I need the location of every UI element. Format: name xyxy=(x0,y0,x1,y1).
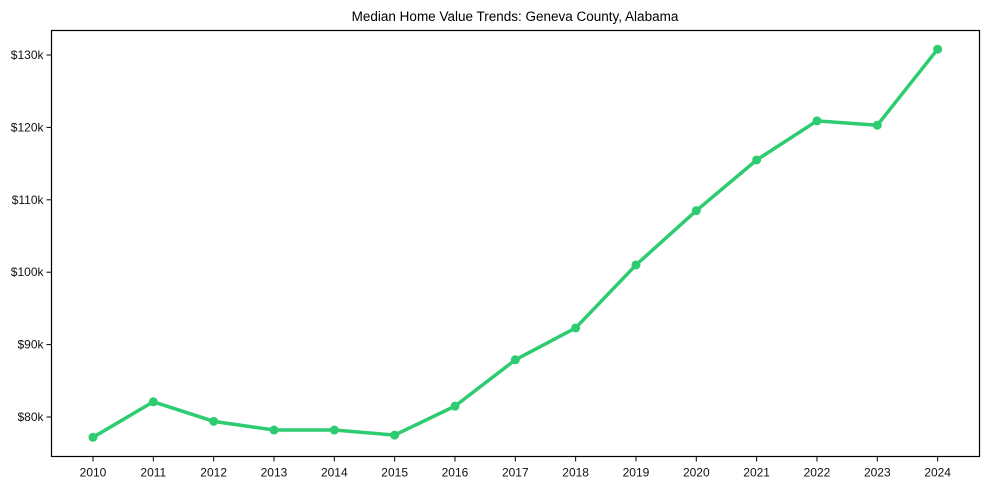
data-point-marker xyxy=(812,116,822,126)
data-series xyxy=(88,44,943,442)
y-tick-label: $100k xyxy=(11,265,45,279)
data-point-marker xyxy=(329,425,339,435)
data-point-marker xyxy=(510,355,520,365)
data-point-marker xyxy=(209,416,219,426)
x-tick-label: 2011 xyxy=(140,466,166,480)
data-point-marker xyxy=(872,120,882,130)
x-tick-label: 2023 xyxy=(864,466,891,480)
x-tick-label: 2022 xyxy=(804,466,831,480)
x-tick-label: 2018 xyxy=(562,466,589,480)
x-tick-label: 2020 xyxy=(683,466,710,480)
data-point-marker xyxy=(148,397,158,407)
data-point-marker xyxy=(390,430,400,440)
plot-area-frame xyxy=(50,29,981,458)
data-point-marker xyxy=(752,155,762,165)
data-point-marker xyxy=(88,432,98,442)
data-point-marker xyxy=(450,401,460,411)
x-tick-label: 2015 xyxy=(381,466,408,480)
data-point-marker xyxy=(571,323,581,333)
data-point-marker xyxy=(269,425,279,435)
x-axis: 2010 2011 2012 2013 2014 2015 2016 2017 2018 2019… xyxy=(80,456,951,480)
y-axis: $80k $90k $100k $110k $120k $130k xyxy=(11,48,52,424)
x-tick-label: 2024 xyxy=(924,466,951,480)
x-tick-label: 2010 xyxy=(80,466,107,480)
series-line xyxy=(91,47,940,440)
x-tick-label: 2013 xyxy=(261,466,288,480)
data-point-marker xyxy=(631,260,641,270)
chart-title: Median Home Value Trends: Geneva County,… xyxy=(352,9,679,24)
x-tick-label: 2017 xyxy=(502,466,529,480)
x-tick-label: 2019 xyxy=(623,466,650,480)
x-tick-label: 2021 xyxy=(743,466,770,480)
y-tick-label: $120k xyxy=(11,120,45,134)
y-tick-label: $130k xyxy=(11,48,45,62)
x-tick-label: 2012 xyxy=(200,466,227,480)
data-point-marker xyxy=(691,206,701,216)
y-tick-label: $90k xyxy=(17,338,44,352)
x-tick-label: 2016 xyxy=(442,466,469,480)
y-tick-label: $80k xyxy=(17,410,44,424)
data-point-marker xyxy=(933,44,943,54)
y-tick-label: $110k xyxy=(12,193,45,207)
x-tick-label: 2014 xyxy=(321,466,348,480)
